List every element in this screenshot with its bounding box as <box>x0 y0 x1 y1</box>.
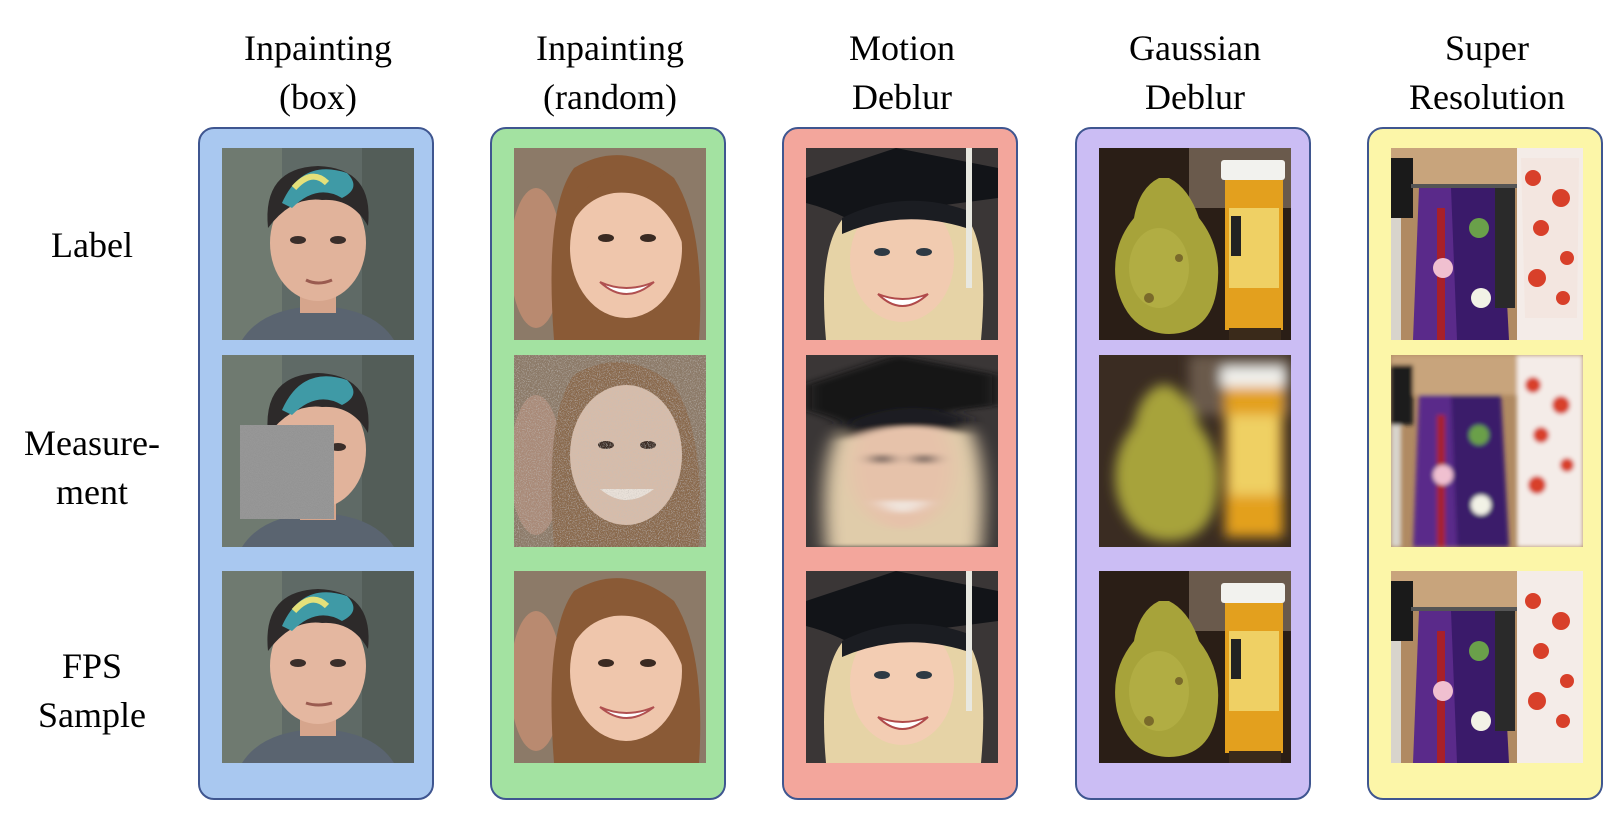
row-label-fps-sample: FPS Sample <box>0 642 184 740</box>
column-title-line2: Deblur <box>1145 77 1245 117</box>
column-title-inpainting-box: Inpainting (box) <box>198 24 438 122</box>
image-measurement-girl-noise <box>514 355 706 547</box>
image-label-clothes-rack <box>1391 148 1583 340</box>
panel-gaussian-deblur <box>1075 127 1311 800</box>
row-label-label: Label <box>0 221 184 270</box>
panel-inpainting-random <box>490 127 726 800</box>
panel-inpainting-box <box>198 127 434 800</box>
row-label-line1: FPS <box>61 646 123 686</box>
image-sample-pear-bottle <box>1099 571 1291 763</box>
row-label-measurement: Measure- ment <box>0 419 184 517</box>
image-measurement-graduate-motion-blur <box>806 355 998 547</box>
column-title-super-resolution: Super Resolution <box>1367 24 1607 122</box>
row-label-line1: Measure- <box>24 423 160 463</box>
column-title-line2: Resolution <box>1408 77 1565 117</box>
image-measurement-man-box <box>222 355 414 547</box>
column-title-line1: Super <box>1445 28 1529 68</box>
panel-motion-deblur <box>782 127 1018 800</box>
image-measurement-clothes-rack-lowres <box>1391 355 1583 547</box>
image-label-man <box>222 148 414 340</box>
column-title-line1: Inpainting <box>244 28 392 68</box>
image-label-girl <box>514 148 706 340</box>
column-title-line1: Inpainting <box>536 28 684 68</box>
column-title-inpainting-random: Inpainting (random) <box>490 24 730 122</box>
column-title-gaussian-deblur: Gaussian Deblur <box>1075 24 1315 122</box>
column-title-line1: Gaussian <box>1129 28 1261 68</box>
column-title-motion-deblur: Motion Deblur <box>782 24 1022 122</box>
row-label-line1: Label <box>51 225 133 265</box>
image-sample-clothes-rack <box>1391 571 1583 763</box>
image-label-pear-bottle <box>1099 148 1291 340</box>
image-label-graduate <box>806 148 998 340</box>
image-sample-girl <box>514 571 706 763</box>
image-sample-man <box>222 571 414 763</box>
row-label-line2: Sample <box>38 695 146 735</box>
panel-super-resolution <box>1367 127 1603 800</box>
column-title-line2: (random) <box>543 77 677 117</box>
column-title-line2: Deblur <box>852 77 952 117</box>
column-title-line1: Motion <box>848 28 955 68</box>
image-measurement-pear-bottle-blur <box>1099 355 1291 547</box>
image-sample-graduate <box>806 571 998 763</box>
row-label-line2: ment <box>56 472 128 512</box>
column-title-line2: (box) <box>279 77 357 117</box>
